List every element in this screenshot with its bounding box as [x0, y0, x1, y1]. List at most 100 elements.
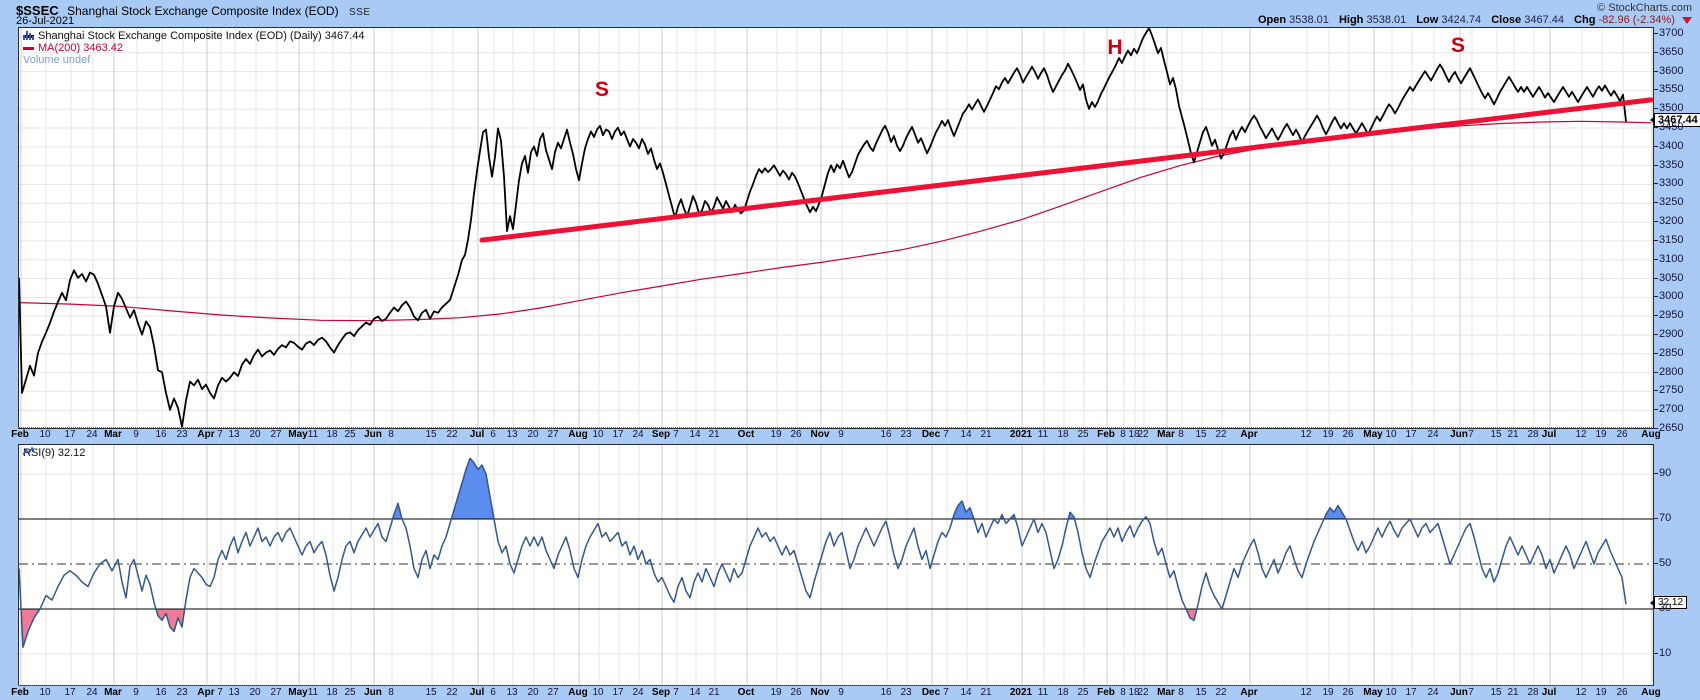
- x-axis-label: Dec: [921, 429, 941, 440]
- price-y-tick: [1653, 164, 1658, 166]
- x-axis-label: 7: [943, 687, 949, 698]
- last-price-tag: 3467.44: [1650, 113, 1700, 127]
- price-y-tick: [1653, 127, 1658, 129]
- price-y-label: 2900: [1659, 327, 1684, 340]
- x-axis-label: Jun: [1450, 687, 1468, 698]
- x-axis-label: 26: [1342, 687, 1354, 698]
- rsi-legend: RSI(9) 32.12: [23, 447, 85, 459]
- x-axis-label: 25: [1077, 429, 1089, 440]
- x-axis-label: 8: [388, 687, 394, 698]
- legend-rsi: RSI(9) 32.12: [23, 447, 85, 459]
- x-axis-label: 26: [1616, 429, 1628, 440]
- x-axis-label: 19: [1595, 687, 1607, 698]
- x-axis-label: 9: [838, 687, 844, 698]
- x-axis-label: 12: [1575, 687, 1587, 698]
- x-axis-label: 10: [592, 429, 604, 440]
- x-axis-label: 28: [1527, 429, 1539, 440]
- x-axis-label: 17: [612, 429, 624, 440]
- x-axis-label: 23: [900, 429, 912, 440]
- x-axis-label: Nov: [810, 687, 830, 698]
- x-axis-label: 11: [307, 687, 319, 698]
- close-value: 3467.44: [1524, 14, 1564, 26]
- x-axis-label: 7: [1468, 429, 1474, 440]
- x-axis-label: 17: [64, 429, 76, 440]
- rsi-y-label: 50: [1659, 557, 1672, 569]
- price-y-label: 3600: [1659, 64, 1684, 77]
- x-axis-label: 20: [527, 687, 539, 698]
- x-axis-label: 2021: [1009, 687, 1033, 698]
- x-axis-label: Sep: [651, 687, 671, 698]
- low-value: 3424.74: [1441, 14, 1482, 26]
- x-axis-label: 27: [547, 687, 559, 698]
- x-axis-label: 12: [1575, 429, 1587, 440]
- x-axis-label: 21: [708, 687, 720, 698]
- x-axis-label: Jul: [469, 687, 485, 698]
- x-axis-label: 12: [1300, 687, 1312, 698]
- rsi-x-axis: Feb 10 17 24 Mar 9 16 23 Apr 7 13 20 27 May 11 18 25 Jun 8…: [11, 685, 1661, 700]
- x-axis-label: 6: [490, 429, 496, 440]
- x-axis-label: 20: [527, 429, 539, 440]
- low-label: Low: [1416, 14, 1439, 26]
- x-axis-label: 25: [344, 429, 356, 440]
- price-y-label: 3700: [1659, 27, 1684, 39]
- x-axis-label: 7: [943, 429, 949, 440]
- price-y-tick: [1653, 409, 1658, 411]
- x-axis-label: 8: [1120, 687, 1126, 698]
- x-axis-label: 11: [1037, 429, 1049, 440]
- copyright-label: © StockCharts.com: [1597, 2, 1692, 14]
- x-axis-label: 24: [1427, 687, 1439, 698]
- price-y-label: 2950: [1659, 309, 1684, 322]
- legend-price-series: Shanghai Stock Exchange Composite Index …: [23, 30, 365, 42]
- x-axis-label: 22: [1137, 687, 1149, 698]
- price-y-label: 3150: [1659, 233, 1684, 246]
- price-y-label: 3550: [1659, 83, 1684, 96]
- x-axis-label: 20: [249, 687, 261, 698]
- x-axis-label: 16: [880, 429, 892, 440]
- x-axis-label: 7: [673, 687, 679, 698]
- rsi-y-tick: [1653, 473, 1658, 474]
- x-axis-label: 22: [1137, 429, 1149, 440]
- price-y-label: 3300: [1659, 177, 1684, 190]
- x-axis-label: Jul: [1541, 429, 1557, 440]
- rsi-oversold-fill: [19, 609, 1626, 648]
- x-axis-label: 28: [1527, 687, 1539, 698]
- x-axis-label: 17: [1405, 687, 1417, 698]
- x-axis-label: 25: [344, 687, 356, 698]
- x-axis-label: Apr: [1240, 687, 1258, 698]
- rsi-y-tick: [1653, 608, 1658, 609]
- price-y-tick: [1653, 89, 1658, 91]
- open-label: Open: [1257, 14, 1287, 26]
- price-y-tick: [1653, 333, 1658, 335]
- price-y-tick: [1653, 70, 1658, 72]
- x-axis-label: 7: [217, 429, 223, 440]
- price-legend: Shanghai Stock Exchange Composite Index …: [23, 30, 365, 66]
- x-axis-label: 8: [1120, 429, 1126, 440]
- price-y-tick: [1653, 108, 1658, 110]
- rsi-y-tick: [1653, 563, 1658, 564]
- x-axis-label: 18: [326, 687, 338, 698]
- price-y-label: 2800: [1659, 365, 1684, 378]
- x-axis-label: Dec: [921, 687, 941, 698]
- x-axis-label: 8: [1178, 687, 1184, 698]
- x-axis-label: 9: [133, 687, 139, 698]
- x-axis-label: Jul: [469, 429, 485, 440]
- x-axis-label: Apr: [197, 429, 215, 440]
- rsi-line: [19, 457, 1627, 649]
- rsi-y-label: 70: [1659, 512, 1672, 524]
- x-axis-label: 16: [155, 429, 167, 440]
- volume-label: Volume undef: [23, 54, 91, 66]
- x-axis-label: 10: [592, 687, 604, 698]
- x-axis-label: Jun: [364, 687, 382, 698]
- x-axis-label: 11: [1037, 687, 1049, 698]
- x-axis-label: Mar: [1157, 687, 1175, 698]
- price-y-label: 3650: [1659, 45, 1684, 58]
- x-axis-label: 26: [790, 429, 802, 440]
- x-axis-label: Mar: [1157, 429, 1175, 440]
- price-y-tick: [1653, 371, 1658, 373]
- price-y-tick: [1653, 352, 1658, 354]
- x-axis-label: 27: [270, 429, 282, 440]
- x-axis-label: 24: [1427, 429, 1439, 440]
- x-axis-label: 21: [1507, 429, 1519, 440]
- price-y-tick: [1653, 221, 1658, 223]
